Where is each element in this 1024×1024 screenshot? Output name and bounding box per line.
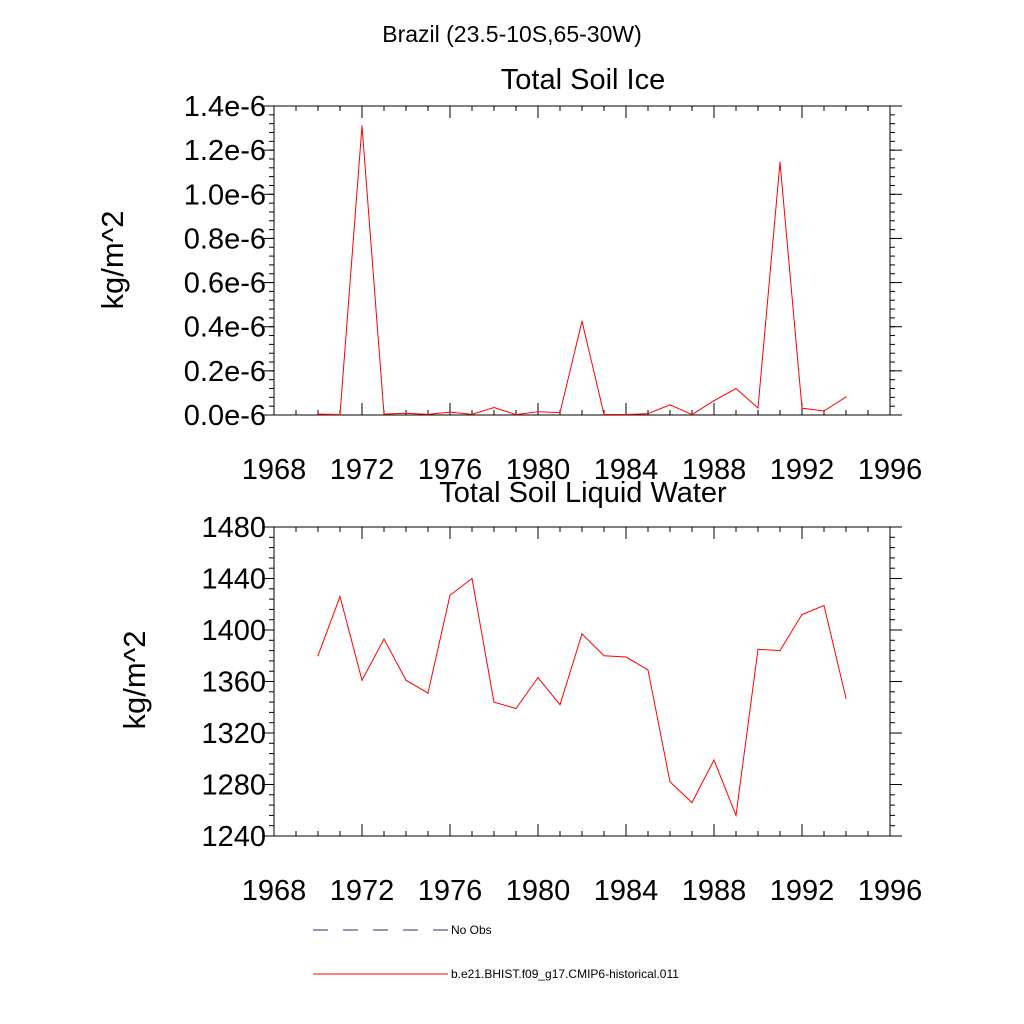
y-tick-label: 1.2e-6 bbox=[184, 135, 266, 167]
figure-title: Brazil (23.5-10S,65-30W) bbox=[382, 21, 642, 47]
data-point bbox=[559, 411, 561, 414]
plot-frame bbox=[273, 105, 891, 416]
data-point bbox=[713, 400, 715, 402]
y-tick-label: 1280 bbox=[201, 770, 266, 802]
data-point bbox=[669, 781, 671, 783]
data-point bbox=[339, 595, 341, 598]
x-tick-label: 1992 bbox=[770, 454, 835, 486]
series-line bbox=[317, 125, 847, 416]
data-point bbox=[581, 320, 583, 322]
panel-title: Total Soil Liquid Water bbox=[439, 477, 727, 509]
legend-label-model-run: b.e21.BHIST.f09_g17.CMIP6-historical.011 bbox=[451, 967, 679, 981]
y-axis-label: kg/m^2 bbox=[117, 631, 152, 730]
data-point bbox=[449, 594, 451, 596]
data-point bbox=[801, 613, 803, 616]
data-point bbox=[757, 648, 759, 650]
data-point bbox=[493, 701, 495, 703]
data-point bbox=[471, 577, 473, 580]
y-tick-label: 1400 bbox=[201, 615, 266, 647]
series-line bbox=[317, 577, 847, 818]
data-point bbox=[383, 638, 385, 640]
data-point bbox=[845, 396, 847, 398]
data-point bbox=[493, 406, 495, 409]
data-point bbox=[317, 655, 319, 657]
data-point bbox=[537, 677, 539, 679]
legend-label-no-obs: No Obs bbox=[451, 923, 492, 937]
y-tick-label: 0.8e-6 bbox=[184, 223, 266, 255]
y-tick-label: 0.2e-6 bbox=[184, 356, 266, 388]
data-point bbox=[449, 411, 451, 413]
data-point bbox=[735, 814, 737, 817]
y-tick-label: 0.6e-6 bbox=[184, 268, 266, 300]
x-tick-label: 1996 bbox=[858, 454, 923, 486]
x-tick-label: 1968 bbox=[242, 454, 307, 486]
y-tick-label: 1480 bbox=[201, 512, 266, 544]
data-point bbox=[691, 801, 693, 804]
data-point bbox=[603, 655, 605, 657]
data-point bbox=[669, 404, 671, 406]
y-tick-label: 0.0e-6 bbox=[184, 400, 266, 432]
data-point bbox=[779, 161, 781, 163]
data-point bbox=[537, 411, 539, 413]
data-point bbox=[801, 407, 803, 409]
data-point bbox=[405, 412, 407, 414]
y-tick-label: 0.4e-6 bbox=[184, 312, 266, 344]
data-point bbox=[559, 704, 561, 706]
x-tick-label: 1968 bbox=[242, 875, 307, 907]
data-point bbox=[691, 413, 693, 416]
data-point bbox=[647, 413, 649, 415]
data-point bbox=[361, 125, 363, 127]
data-point bbox=[471, 413, 473, 415]
x-tick-label: 1972 bbox=[330, 875, 395, 907]
y-tick-label: 1320 bbox=[201, 718, 266, 750]
data-point bbox=[757, 407, 759, 409]
y-axis-label: kg/m^2 bbox=[95, 211, 130, 310]
data-point bbox=[647, 669, 649, 671]
panel-title: Total Soil Ice bbox=[501, 64, 665, 96]
data-point bbox=[823, 410, 825, 412]
plot-frame bbox=[273, 526, 891, 837]
data-point bbox=[405, 679, 407, 681]
data-point bbox=[515, 413, 517, 416]
data-point bbox=[845, 697, 847, 699]
y-tick-label: 1440 bbox=[201, 564, 266, 596]
data-point bbox=[339, 413, 341, 416]
x-tick-label: 1972 bbox=[330, 454, 395, 486]
x-tick-label: 1980 bbox=[506, 454, 571, 486]
y-tick-label: 1240 bbox=[201, 821, 266, 853]
data-point bbox=[383, 413, 385, 415]
x-tick-label: 1984 bbox=[594, 454, 659, 486]
legend: No Obs b.e21.BHIST.f09_g17.CMIP6-histori… bbox=[313, 923, 679, 981]
data-point bbox=[779, 650, 781, 652]
data-point bbox=[581, 633, 583, 635]
data-point bbox=[427, 692, 429, 694]
data-point bbox=[603, 413, 605, 415]
data-point bbox=[713, 759, 715, 761]
data-point bbox=[735, 387, 737, 390]
data-point bbox=[625, 656, 627, 658]
x-tick-label: 1980 bbox=[506, 875, 571, 907]
data-point bbox=[427, 413, 429, 415]
x-tick-label: 1976 bbox=[418, 875, 483, 907]
x-tick-label: 1976 bbox=[418, 454, 483, 486]
y-tick-label: 1.4e-6 bbox=[184, 91, 266, 123]
x-tick-label: 1988 bbox=[682, 454, 747, 486]
x-tick-label: 1992 bbox=[770, 875, 835, 907]
panel-total-soil-liquid-water: Total Soil Liquid Water kg/m^2 1968 1972 1… bbox=[117, 477, 922, 907]
x-tick-label: 1984 bbox=[594, 875, 659, 907]
data-point bbox=[823, 604, 825, 607]
data-point bbox=[317, 413, 319, 415]
data-point bbox=[515, 707, 517, 710]
data-point bbox=[625, 413, 627, 416]
y-tick-label: 1.0e-6 bbox=[184, 179, 266, 211]
x-tick-label: 1988 bbox=[682, 875, 747, 907]
x-tick-label: 1996 bbox=[858, 875, 923, 907]
panel-total-soil-ice: Total Soil Ice kg/m^2 1968 1972 1976 1980 19… bbox=[95, 64, 922, 486]
data-point bbox=[361, 679, 363, 681]
y-tick-label: 1360 bbox=[201, 667, 266, 699]
